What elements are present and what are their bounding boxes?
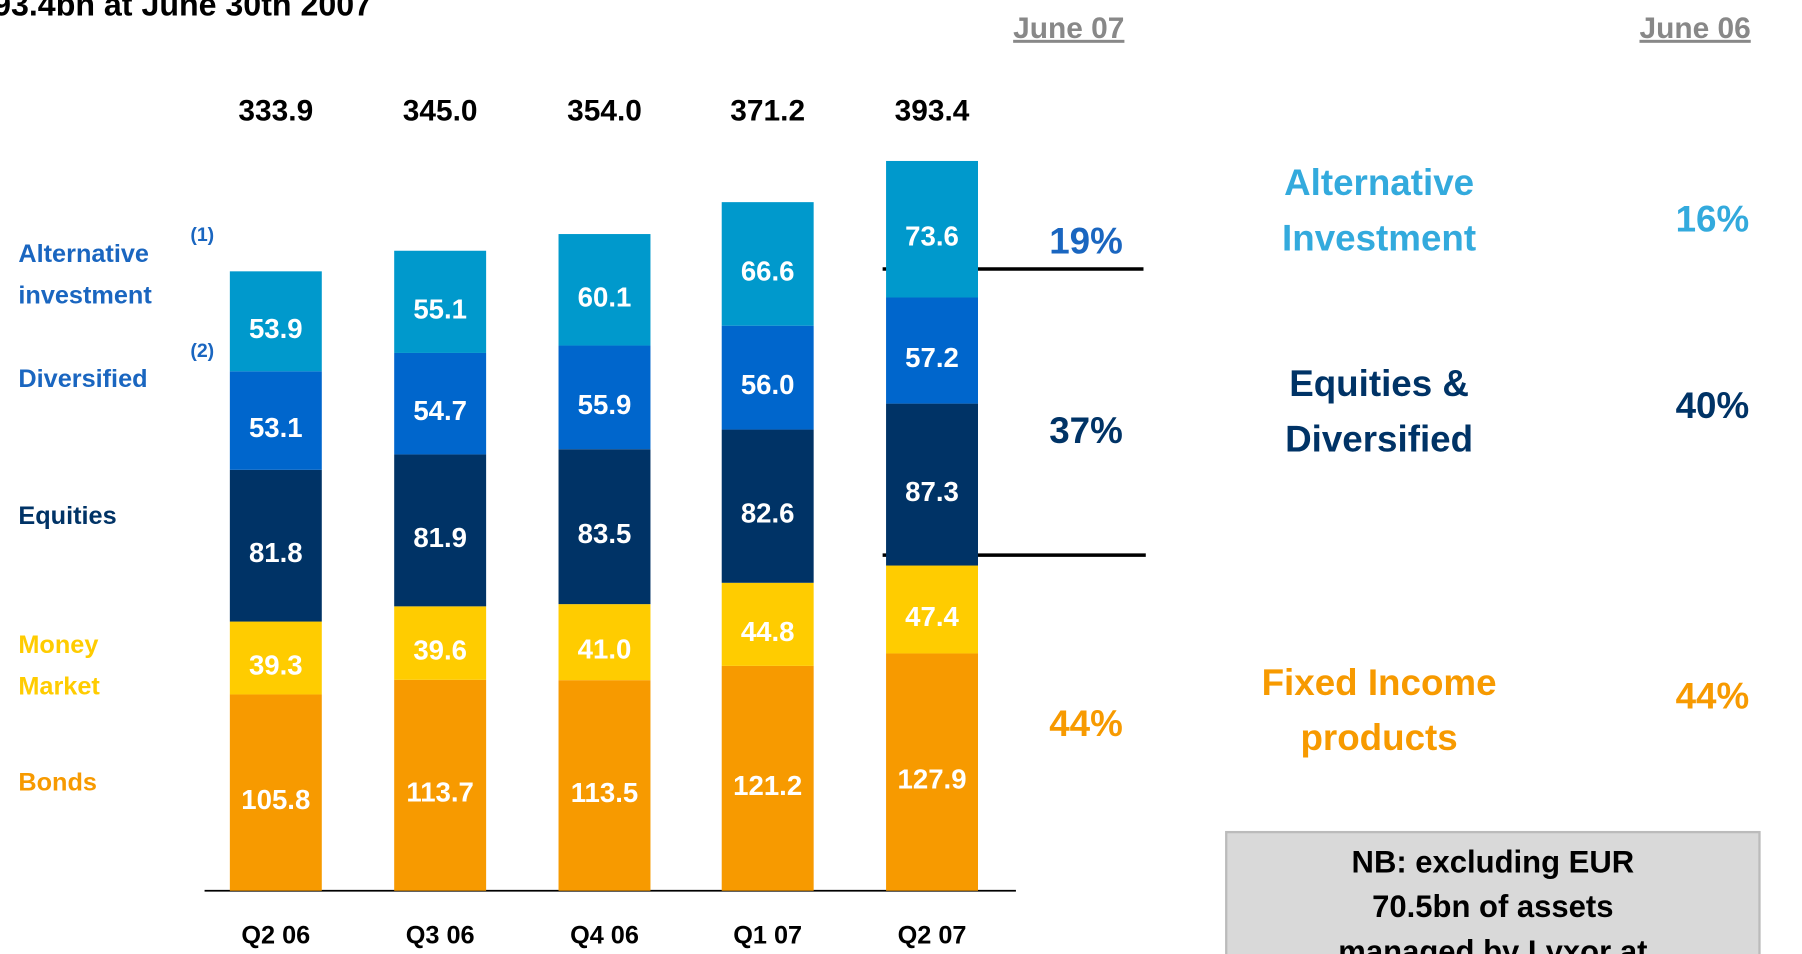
column-heading: June 06 bbox=[1639, 12, 1750, 45]
value-label: 121.2 bbox=[733, 770, 802, 801]
x-tick-label: Q1 07 bbox=[733, 921, 802, 949]
legend-label: Equities bbox=[18, 502, 116, 530]
value-label: 81.9 bbox=[413, 522, 467, 553]
bar-segment bbox=[558, 345, 651, 450]
bar-segment bbox=[558, 449, 651, 605]
share-label: 44% bbox=[1049, 703, 1123, 744]
bar-segment bbox=[229, 371, 322, 470]
share-label: 44% bbox=[1676, 676, 1750, 717]
value-label: 47.4 bbox=[905, 601, 959, 632]
share-label: 40% bbox=[1676, 385, 1750, 426]
share-label: 16% bbox=[1676, 199, 1750, 240]
bar-segment bbox=[886, 297, 978, 404]
share-label: 37% bbox=[1049, 410, 1123, 451]
value-label: 41.0 bbox=[578, 634, 632, 665]
value-label: 87.3 bbox=[905, 476, 959, 507]
bar-segment bbox=[886, 403, 978, 566]
bar-segment bbox=[394, 454, 487, 607]
legend-note: (2) bbox=[190, 340, 214, 362]
bar-segment bbox=[886, 565, 978, 654]
total-label: 345.0 bbox=[403, 95, 478, 128]
bar-segment bbox=[394, 250, 487, 353]
bar-segment bbox=[721, 582, 814, 666]
total-label: 371.2 bbox=[730, 95, 805, 128]
total-label: 354.0 bbox=[567, 95, 642, 128]
bar-segment bbox=[886, 160, 978, 298]
bar-segment bbox=[394, 352, 487, 455]
value-label: 57.2 bbox=[905, 342, 959, 373]
bar-segment bbox=[229, 271, 322, 372]
bar-segment bbox=[558, 234, 651, 346]
bar-segment bbox=[721, 325, 814, 430]
legend-label: Money Market bbox=[18, 631, 100, 700]
value-label: 60.1 bbox=[578, 281, 632, 312]
legend-label: Diversified bbox=[18, 365, 147, 393]
share-category: Equities & Diversified bbox=[1285, 363, 1473, 459]
value-label: 53.9 bbox=[249, 313, 303, 344]
share-category: Alternative Investment bbox=[1282, 162, 1476, 258]
bar-segment bbox=[394, 606, 487, 680]
value-label: 56.0 bbox=[741, 369, 795, 400]
share-category: Fixed Income products bbox=[1262, 662, 1497, 758]
share-label: 19% bbox=[1049, 220, 1123, 261]
value-label: 83.5 bbox=[578, 518, 632, 549]
bar-segment bbox=[229, 694, 322, 891]
value-label: 55.1 bbox=[413, 293, 467, 324]
bar-segment bbox=[721, 202, 814, 326]
value-label: 73.6 bbox=[905, 221, 959, 252]
value-label: 66.6 bbox=[741, 255, 795, 286]
value-label: 44.8 bbox=[741, 616, 795, 647]
x-tick-label: Q3 06 bbox=[406, 921, 475, 949]
value-label: 54.7 bbox=[413, 395, 467, 426]
bar-segment bbox=[721, 429, 814, 583]
value-label: 105.8 bbox=[241, 784, 310, 815]
legend-label: Alternative investment bbox=[18, 240, 152, 309]
x-tick-label: Q4 06 bbox=[570, 921, 639, 949]
x-tick-label: Q2 06 bbox=[241, 921, 310, 949]
bar-segment bbox=[558, 604, 651, 681]
legend-note: (1) bbox=[190, 224, 214, 246]
value-label: 39.6 bbox=[413, 635, 467, 666]
bar-segment bbox=[394, 679, 487, 891]
value-label: 39.3 bbox=[249, 649, 303, 680]
value-label: 113.5 bbox=[571, 777, 639, 808]
column-heading: June 07 bbox=[1013, 12, 1124, 45]
value-label: 53.1 bbox=[249, 412, 303, 443]
value-label: 55.9 bbox=[578, 389, 632, 420]
x-tick-label: Q2 07 bbox=[898, 921, 967, 949]
total-label: 333.9 bbox=[238, 95, 313, 128]
legend-label: Bonds bbox=[18, 769, 97, 797]
bar-segment bbox=[229, 469, 322, 622]
total-label: 393.4 bbox=[895, 95, 970, 128]
bar-segment bbox=[558, 680, 651, 891]
chart-title: 93.4bn at June 30th 2007 bbox=[0, 0, 372, 22]
bar-segment bbox=[229, 621, 322, 695]
value-label: 82.6 bbox=[741, 498, 795, 529]
bar-segment bbox=[721, 665, 814, 891]
note-box bbox=[1225, 830, 1761, 954]
value-label: 81.8 bbox=[249, 537, 303, 568]
note-text: NB: excluding EUR 70.5bn of assets managed… bbox=[1338, 844, 1647, 954]
value-label: 113.7 bbox=[406, 777, 474, 808]
value-label: 127.9 bbox=[898, 764, 967, 795]
bar-segment bbox=[886, 653, 978, 891]
